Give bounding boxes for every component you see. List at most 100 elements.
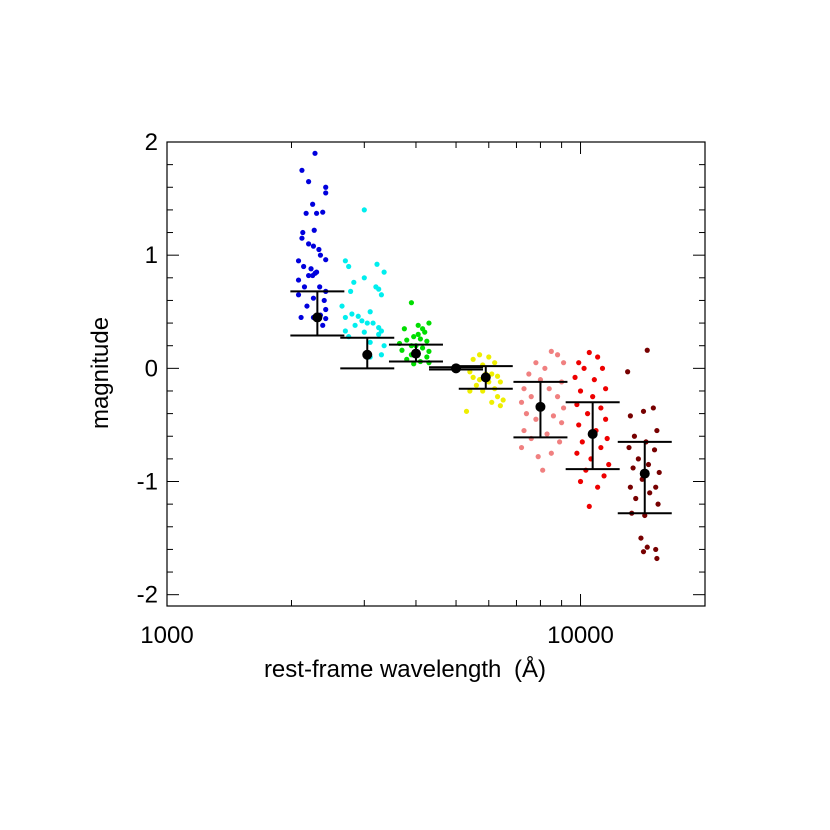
data-point bbox=[518, 399, 525, 405]
binned-mean bbox=[458, 365, 513, 390]
data-point bbox=[342, 258, 348, 264]
data-point bbox=[404, 337, 410, 343]
mean-point bbox=[312, 312, 323, 323]
data-point bbox=[591, 377, 597, 383]
data-point bbox=[381, 269, 387, 275]
data-point bbox=[348, 288, 354, 294]
data-point bbox=[308, 266, 314, 272]
data-point bbox=[654, 427, 660, 434]
data-point bbox=[376, 331, 382, 337]
data-point bbox=[630, 465, 636, 471]
data-point bbox=[323, 190, 329, 196]
binned-mean bbox=[388, 343, 443, 363]
data-point bbox=[579, 439, 585, 445]
data-point bbox=[317, 284, 323, 290]
data-point bbox=[556, 439, 563, 445]
data-point bbox=[554, 352, 561, 358]
axes-layer: 1000 10000 2 1 0 -1 -2 bbox=[137, 129, 706, 649]
data-point bbox=[540, 467, 546, 473]
x-tick-label: 10000 bbox=[547, 622, 614, 649]
data-point bbox=[367, 309, 373, 315]
data-point bbox=[305, 241, 312, 247]
data-point bbox=[626, 444, 632, 451]
data-point bbox=[489, 371, 495, 377]
data-point bbox=[640, 549, 647, 555]
data-point bbox=[494, 373, 501, 379]
data-point bbox=[313, 210, 320, 216]
data-point bbox=[627, 484, 633, 490]
data-point bbox=[316, 246, 322, 253]
data-point bbox=[603, 386, 609, 392]
data-point bbox=[342, 328, 348, 334]
data-point bbox=[627, 413, 633, 419]
data-point bbox=[364, 320, 370, 326]
x-axis-unit: (Å) bbox=[514, 655, 546, 683]
data-point bbox=[577, 388, 584, 394]
binned-means-layer bbox=[290, 290, 672, 515]
data-point bbox=[378, 292, 385, 298]
y-tick-label: -1 bbox=[137, 469, 158, 496]
data-point bbox=[645, 461, 652, 468]
data-point bbox=[361, 207, 367, 213]
data-point bbox=[523, 411, 530, 417]
y-tick-label: 1 bbox=[145, 242, 158, 269]
data-point bbox=[417, 336, 423, 342]
data-point bbox=[361, 329, 367, 335]
series-layer bbox=[295, 150, 662, 562]
data-point bbox=[351, 279, 357, 285]
data-point bbox=[304, 303, 310, 309]
mean-point bbox=[451, 363, 462, 374]
data-point bbox=[473, 382, 479, 388]
data-point bbox=[378, 352, 385, 358]
data-point bbox=[550, 413, 557, 419]
data-point bbox=[595, 354, 601, 360]
data-point bbox=[644, 544, 650, 550]
x-tick-label: 1000 bbox=[140, 622, 193, 649]
data-point bbox=[548, 348, 554, 354]
data-point bbox=[604, 435, 610, 442]
data-point bbox=[399, 347, 405, 353]
data-point bbox=[408, 300, 415, 306]
data-point bbox=[370, 320, 376, 326]
data-point bbox=[352, 322, 358, 328]
data-point bbox=[535, 454, 541, 460]
data-point bbox=[654, 555, 660, 562]
data-point bbox=[320, 209, 326, 215]
data-point bbox=[606, 461, 612, 468]
data-point bbox=[415, 331, 421, 337]
data-point bbox=[317, 252, 324, 258]
series-4 bbox=[463, 352, 506, 414]
mean-point bbox=[639, 468, 650, 479]
data-point bbox=[577, 478, 584, 485]
data-point bbox=[401, 326, 407, 332]
y-tick-label: -2 bbox=[137, 582, 158, 609]
data-point bbox=[295, 277, 302, 283]
data-point bbox=[638, 535, 644, 541]
data-point bbox=[599, 365, 606, 371]
data-point bbox=[647, 490, 653, 496]
data-point bbox=[633, 495, 639, 502]
data-point bbox=[497, 403, 503, 409]
data-point bbox=[590, 394, 596, 400]
data-point bbox=[299, 167, 305, 173]
data-point bbox=[470, 356, 476, 362]
data-point bbox=[500, 397, 506, 403]
data-point bbox=[635, 456, 641, 462]
data-point bbox=[656, 469, 662, 476]
data-point bbox=[489, 399, 495, 405]
data-point bbox=[367, 339, 373, 345]
series-2 bbox=[339, 207, 387, 360]
data-point bbox=[300, 229, 306, 236]
data-point bbox=[323, 306, 329, 313]
data-point bbox=[521, 386, 527, 392]
data-point bbox=[533, 360, 539, 366]
data-point bbox=[598, 444, 604, 451]
data-point bbox=[584, 411, 591, 417]
y-tick-label: 0 bbox=[145, 355, 158, 382]
binned-mean bbox=[617, 440, 672, 515]
data-point bbox=[601, 473, 607, 479]
binned-mean bbox=[513, 380, 568, 439]
data-point bbox=[298, 314, 304, 321]
data-point bbox=[640, 408, 647, 414]
